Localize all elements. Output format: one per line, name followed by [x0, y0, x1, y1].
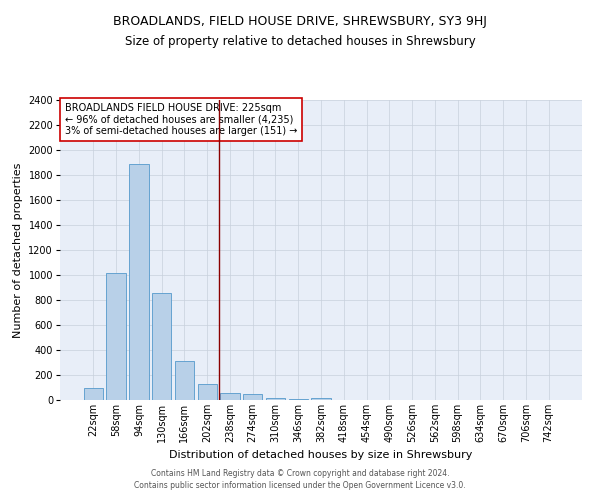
Bar [129, 164, 149, 400]
Bar [311, 398, 331, 400]
X-axis label: Distribution of detached houses by size in Shrewsbury: Distribution of detached houses by size … [169, 450, 473, 460]
Text: Contains public sector information licensed under the Open Government Licence v3: Contains public sector information licen… [134, 481, 466, 490]
Bar [243, 394, 262, 400]
Text: BROADLANDS FIELD HOUSE DRIVE: 225sqm
← 96% of detached houses are smaller (4,235: BROADLANDS FIELD HOUSE DRIVE: 225sqm ← 9… [65, 103, 298, 136]
Bar [266, 398, 285, 400]
Bar [84, 388, 103, 400]
Text: Contains HM Land Registry data © Crown copyright and database right 2024.: Contains HM Land Registry data © Crown c… [151, 468, 449, 477]
Bar [220, 393, 239, 400]
Bar [197, 384, 217, 400]
Bar [289, 398, 308, 400]
Text: Size of property relative to detached houses in Shrewsbury: Size of property relative to detached ho… [125, 35, 475, 48]
Y-axis label: Number of detached properties: Number of detached properties [13, 162, 23, 338]
Bar [175, 360, 194, 400]
Bar [106, 272, 126, 400]
Text: BROADLANDS, FIELD HOUSE DRIVE, SHREWSBURY, SY3 9HJ: BROADLANDS, FIELD HOUSE DRIVE, SHREWSBUR… [113, 15, 487, 28]
Bar [152, 293, 172, 400]
